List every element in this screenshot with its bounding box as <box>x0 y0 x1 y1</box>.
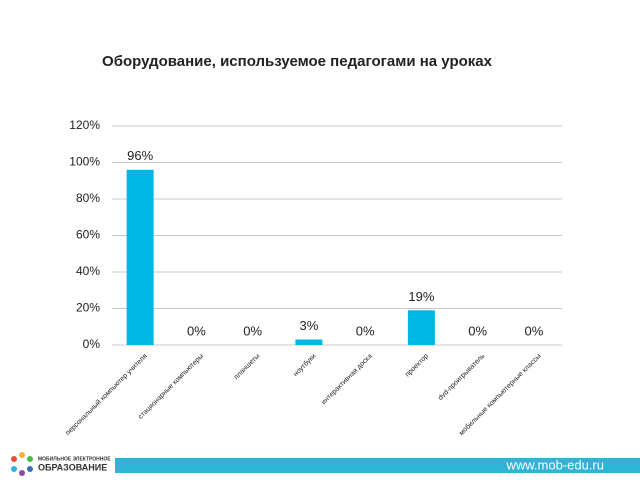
y-tick-label: 20% <box>76 301 100 315</box>
x-tick-label: ноутбуки <box>292 352 318 378</box>
value-label: 3% <box>299 318 318 333</box>
logo-text-top: МОБИЛЬНОЕ ЭЛЕКТРОННОЕ <box>38 456 111 462</box>
y-tick-label: 80% <box>76 191 100 205</box>
y-tick-label: 100% <box>69 155 100 169</box>
bar <box>295 339 323 345</box>
logo-icon <box>11 452 33 476</box>
y-tick-label: 120% <box>69 118 100 132</box>
value-label: 0% <box>243 323 262 338</box>
footer-bar <box>115 458 640 473</box>
value-label: 0% <box>468 323 487 338</box>
x-tick-label: планшеты <box>233 353 261 381</box>
x-tick-label: стационарные компьютеры <box>137 353 205 421</box>
y-tick-label: 0% <box>83 337 101 351</box>
bar <box>126 169 154 345</box>
chart-title: Оборудование, используемое педагогами на… <box>102 53 493 70</box>
value-label: 0% <box>524 323 543 338</box>
value-label: 19% <box>408 289 434 304</box>
logo-text-bottom: ОБРАЗОВАНИЕ <box>38 462 107 472</box>
value-label: 0% <box>187 323 206 338</box>
bar <box>407 310 435 345</box>
value-label: 0% <box>356 323 375 338</box>
value-label: 96% <box>127 148 153 163</box>
footer: www.mob-edu.ru МОБИЛЬНОЕ ЭЛЕКТРОННОЕ ОБР… <box>11 452 640 476</box>
x-tick-label: проектор <box>404 353 430 379</box>
x-tick-label: персональный компьютер учителя <box>64 352 149 437</box>
x-tick-label: dvd-проигрыватель <box>437 353 486 402</box>
y-tick-label: 40% <box>76 264 100 278</box>
y-tick-label: 60% <box>76 228 100 242</box>
footer-url: www.mob-edu.ru <box>505 457 604 472</box>
x-tick-label: интерактивная доска <box>320 353 374 407</box>
